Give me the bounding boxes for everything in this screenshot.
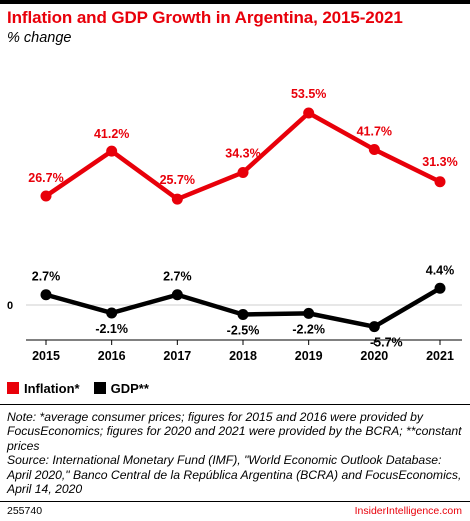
data-label: 4.4% [426,263,455,277]
data-point [171,289,183,301]
data-point [40,190,52,202]
divider [0,404,470,405]
data-label: 26.7% [28,171,63,185]
data-point [368,321,380,333]
data-point [237,166,249,178]
data-point [303,307,315,319]
data-label: -2.2% [292,322,325,336]
data-label: -5.7% [370,336,403,350]
note-text: Note: *average consumer prices; figures … [7,410,462,453]
line-chart: 0 2015 2016 2017 2018 2019 2020 2021 26.7% 41.2% 2… [7,87,462,363]
data-label: 53.5% [291,87,326,101]
data-label: 2.7% [163,270,192,284]
data-point [171,193,183,205]
y-tick-label: 0 [7,300,13,312]
brand-label: InsiderIntelligence.com [354,505,462,517]
legend-swatch-inflation [7,382,19,394]
data-label: 41.7% [357,125,392,139]
data-point [434,282,446,294]
legend-item-gdp: GDP** [93,380,149,396]
x-tick-label: 2015 [32,349,60,363]
chart-title: Inflation and GDP Growth in Argentina, 2… [7,8,403,27]
data-point [368,144,380,156]
series-line-gdp [43,286,443,329]
notes: Note: *average consumer prices; figures … [7,410,467,496]
data-label: 2.7% [32,270,61,284]
chart-subtitle: % change [7,30,72,46]
x-tick-label: 2018 [229,349,257,363]
source-text: Source: International Monetary Fund (IMF… [7,453,462,497]
legend-item-inflation: Inflation* [7,381,80,396]
data-point [237,309,249,320]
footer-divider [0,501,470,502]
chart-id: 255740 [7,505,43,517]
x-tick-label: 2020 [360,349,388,363]
x-tick-label: 2016 [98,349,126,363]
legend-swatch-gdp [93,382,106,394]
data-label: -2.1% [95,322,128,336]
top-rule [0,0,470,4]
data-label: 25.7% [160,173,195,187]
data-point [106,307,118,319]
data-point [434,176,446,188]
x-tick-label: 2021 [426,349,454,363]
data-point [40,289,52,301]
data-label: 34.3% [225,146,260,160]
x-tick-label: 2017 [163,349,191,363]
legend: Inflation* GDP** [7,378,163,398]
data-label: 41.2% [94,127,129,141]
x-tick-label: 2019 [295,349,323,363]
data-label: 31.3% [422,155,457,169]
data-label: -2.5% [227,324,260,338]
legend-label-inflation: Inflation* [24,380,80,396]
data-point [106,145,118,157]
data-point [303,107,315,119]
legend-label-gdp: GDP** [110,380,149,396]
